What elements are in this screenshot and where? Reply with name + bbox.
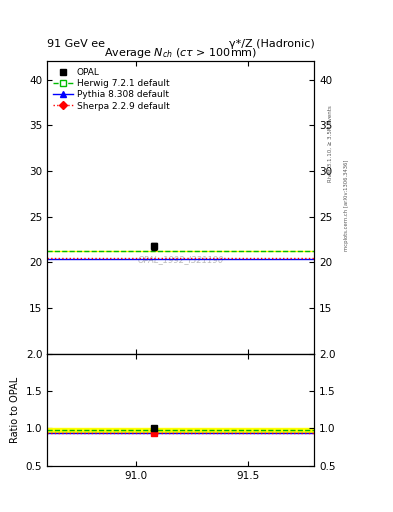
- Text: OPAL_1992_I321190: OPAL_1992_I321190: [138, 255, 224, 265]
- Text: 91 GeV ee: 91 GeV ee: [47, 38, 105, 49]
- Text: Rivet 3.1.10, ≥ 3.5M events: Rivet 3.1.10, ≥ 3.5M events: [328, 105, 333, 182]
- Title: Average $N_{ch}$ ($c\tau$ > 100mm): Average $N_{ch}$ ($c\tau$ > 100mm): [104, 46, 257, 60]
- Y-axis label: Ratio to OPAL: Ratio to OPAL: [11, 377, 20, 443]
- Legend: OPAL, Herwig 7.2.1 default, Pythia 8.308 default, Sherpa 2.2.9 default: OPAL, Herwig 7.2.1 default, Pythia 8.308…: [51, 66, 171, 112]
- Bar: [47, 429, 314, 432]
- Text: mcplots.cern.ch [arXiv:1306.3436]: mcplots.cern.ch [arXiv:1306.3436]: [344, 159, 349, 250]
- Text: γ*/Z (Hadronic): γ*/Z (Hadronic): [229, 38, 314, 49]
